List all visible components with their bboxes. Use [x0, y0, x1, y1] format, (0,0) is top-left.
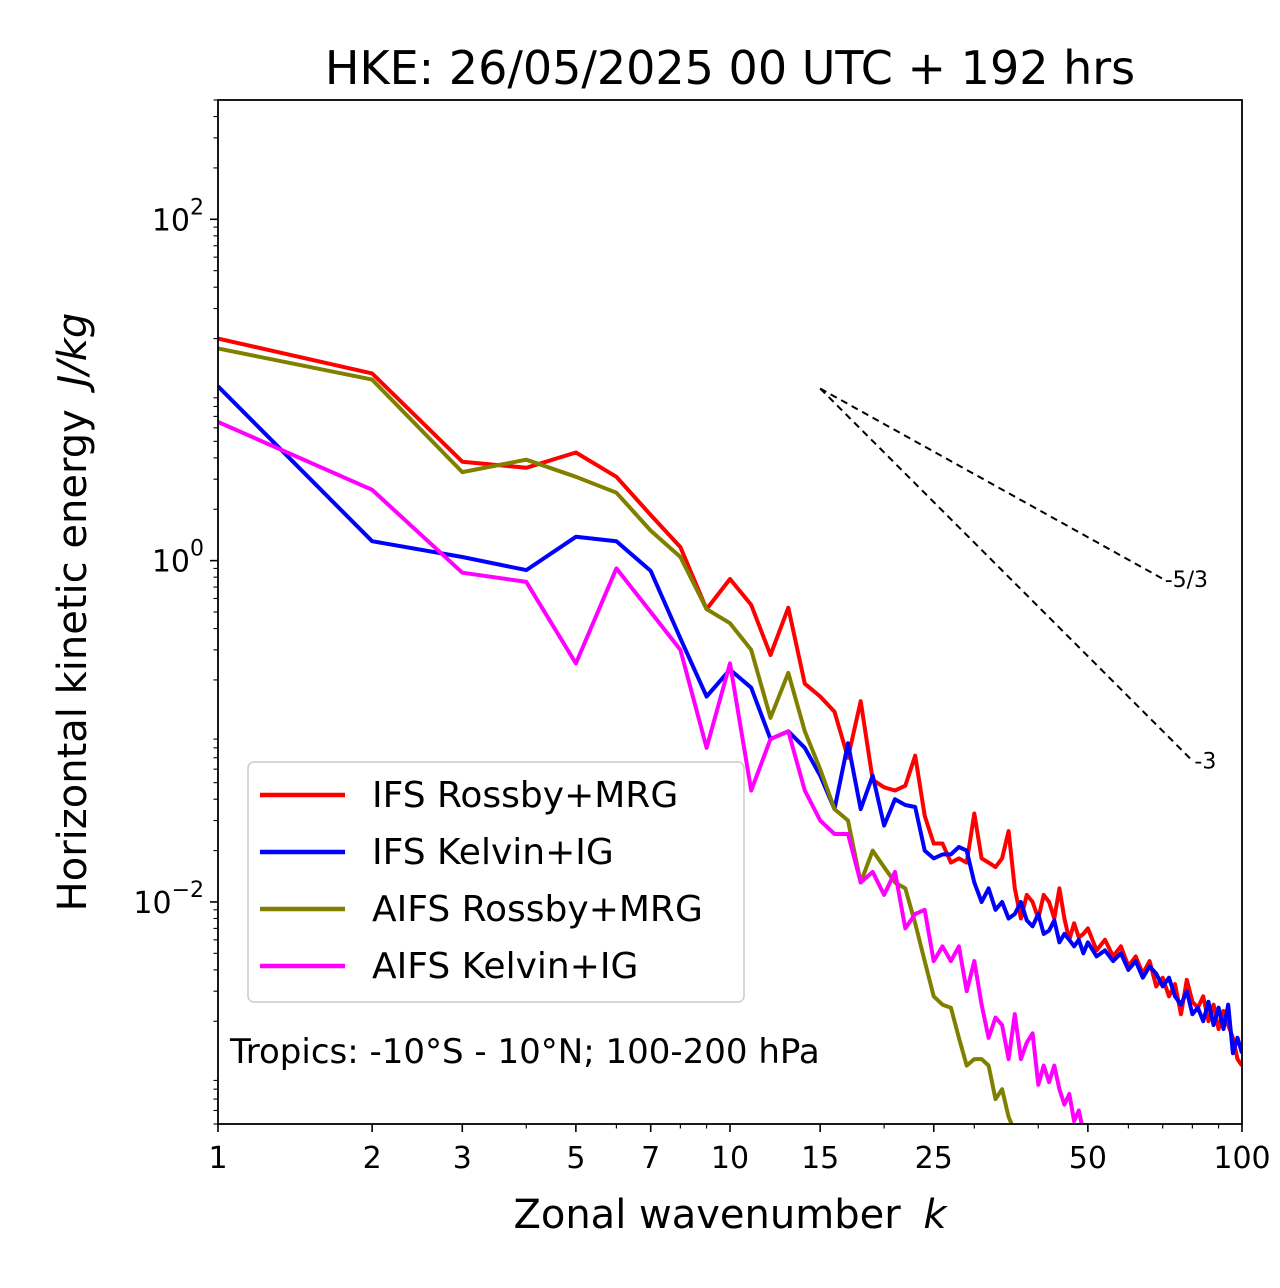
legend-label-ifs-rossby-mrg: IFS Rossby+MRG — [372, 775, 678, 816]
reference-slope-line — [819, 387, 1164, 580]
reference-slope-label: -3 — [1194, 750, 1216, 775]
reference-slopes: -5/3 -3 — [819, 387, 1216, 775]
reference-slope-line — [819, 387, 1194, 762]
chart-title: HKE: 26/05/2025 00 UTC + 192 hrs — [325, 41, 1135, 95]
series-line-aifs-kelvin-ig — [218, 420, 1084, 1124]
legend-label-ifs-kelvin-ig: IFS Kelvin+IG — [372, 832, 614, 873]
x-axis-variable: k — [923, 1192, 948, 1238]
y-tick-label: 100 — [152, 537, 204, 580]
x-tick-label: 5 — [566, 1141, 585, 1176]
reference-slope-label: -5/3 — [1165, 568, 1208, 593]
x-tick-label: 50 — [1069, 1141, 1107, 1176]
legend: IFS Rossby+MRG IFS Kelvin+IG AIFS Rossby+M… — [247, 761, 745, 1003]
x-axis-title: Zonal wavenumber k — [513, 1192, 948, 1238]
axis-ticks: 1 2 3 5 7 10 15 25 50 100 10−2 100 102 — [133, 99, 1271, 1176]
series-line-ifs-kelvin-ig — [218, 384, 1242, 1056]
x-axis-label: Zonal wavenumber — [513, 1192, 901, 1238]
legend-label-aifs-kelvin-ig: AIFS Kelvin+IG — [372, 946, 638, 987]
y-axis-label: Horizontal kinetic energy — [50, 409, 96, 911]
legend-box — [247, 761, 745, 1003]
x-tick-label: 3 — [453, 1141, 472, 1176]
y-axis-title: Horizontal kinetic energy J/kg — [50, 313, 96, 912]
x-tick-label: 100 — [1213, 1141, 1270, 1176]
x-tick-label: 7 — [641, 1141, 660, 1176]
x-tick-label: 2 — [363, 1141, 382, 1176]
y-tick-label: 102 — [152, 195, 204, 238]
x-tick-label: 25 — [915, 1141, 953, 1176]
x-tick-label: 1 — [208, 1141, 227, 1176]
plot-frame — [217, 99, 1243, 1125]
legend-label-aifs-rossby-mrg: AIFS Rossby+MRG — [372, 889, 703, 930]
y-tick-label: 10−2 — [133, 878, 204, 921]
region-annotation: Tropics: -10°S - 10°N; 100-200 hPa — [229, 1032, 820, 1072]
series-layer — [218, 336, 1242, 1124]
x-tick-label: 15 — [801, 1141, 839, 1176]
y-axis-unit: J/kg — [50, 313, 96, 394]
x-tick-label: 10 — [711, 1141, 749, 1176]
